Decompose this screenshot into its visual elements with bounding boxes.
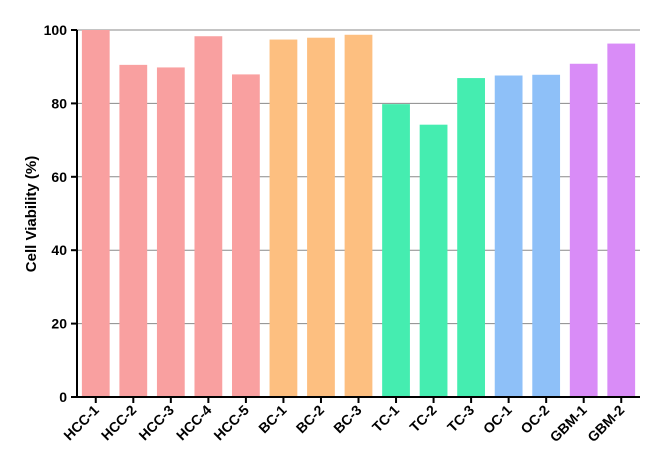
y-axis-title: Cell Viability (%): [23, 156, 40, 272]
bar-tc-1: [382, 104, 410, 397]
bar-hcc-5: [232, 74, 260, 398]
x-tick-label-bc-1: BC-1: [255, 402, 290, 437]
x-tick-label-gbm-2: GBM-2: [584, 402, 627, 445]
bar-hcc-1: [81, 30, 110, 397]
y-tick-label-0: 0: [59, 389, 67, 405]
y-tick-label-80: 80: [51, 95, 67, 111]
y-tick-label-40: 40: [51, 242, 67, 258]
bar-hcc-3: [156, 67, 185, 398]
y-axis-ticks: 0 20 40 60 80 100: [44, 22, 77, 405]
x-tick-label-hcc-2: HCC-2: [98, 402, 140, 444]
x-tick-label-oc-2: OC-2: [517, 402, 552, 437]
y-tick-label-60: 60: [51, 169, 67, 185]
bar-bc-1: [269, 39, 298, 398]
bar-gbm-2: [607, 43, 636, 397]
bar-bc-2: [307, 37, 335, 397]
y-tick-label-100: 100: [44, 22, 68, 38]
x-tick-label-gbm-1: GBM-1: [547, 402, 590, 445]
bar-oc-2: [532, 74, 561, 398]
x-tick-label-oc-1: OC-1: [480, 402, 515, 437]
x-tick-label-hcc-3: HCC-3: [135, 402, 177, 444]
x-tick-label-bc-2: BC-2: [293, 402, 328, 437]
bar-gbm-1: [569, 63, 598, 397]
bar-bc-3: [344, 34, 373, 398]
x-tick-label-bc-3: BC-3: [330, 402, 365, 437]
x-tick-label-hcc-4: HCC-4: [173, 402, 215, 444]
x-tick-label-tc-2: TC-2: [406, 402, 439, 435]
x-tick-label-hcc-5: HCC-5: [210, 402, 252, 444]
bar-hcc-4: [194, 36, 223, 397]
y-tick-label-20: 20: [51, 316, 67, 332]
x-tick-label-hcc-1: HCC-1: [60, 402, 102, 444]
x-tick-label-tc-3: TC-3: [444, 402, 477, 435]
bars: [81, 30, 636, 398]
bar-tc-3: [457, 78, 485, 398]
x-tick-label-tc-1: TC-1: [369, 402, 402, 435]
bar-oc-1: [494, 75, 523, 398]
bar-hcc-2: [119, 64, 148, 398]
bar-tc-2: [419, 124, 448, 397]
